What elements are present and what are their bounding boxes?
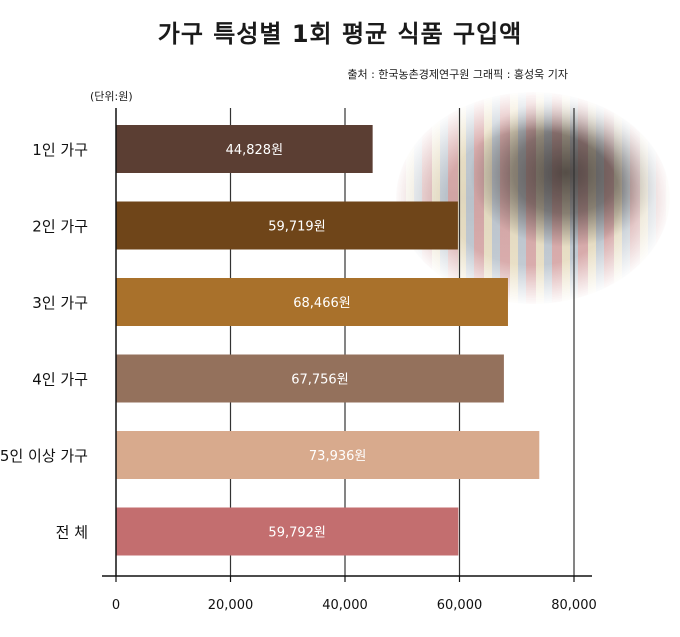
x-tick-label: 20,000 — [208, 598, 254, 613]
bar-value-label: 59,719원 — [268, 220, 325, 235]
shopping-photo — [396, 92, 670, 304]
bar — [116, 507, 459, 556]
bar — [116, 201, 458, 250]
bar-value-label: 44,828원 — [226, 143, 283, 158]
x-tick-label: 80,000 — [551, 598, 597, 613]
bar-value-label: 68,466원 — [293, 296, 350, 311]
bar — [116, 431, 540, 479]
x-tick-label: 0 — [112, 598, 120, 613]
category-label: 4인 가구 — [32, 371, 88, 389]
category-label: 2인 가구 — [32, 218, 88, 236]
bar — [116, 354, 504, 403]
chart-title: 가구 특성별 1회 평균 식품 구입액 — [157, 20, 523, 48]
category-label: 1인 가구 — [32, 141, 88, 159]
chart-source: 출처 : 한국농촌경제연구원 그래픽 : 홍성욱 기자 — [347, 68, 568, 81]
category-label: 전 체 — [56, 524, 88, 542]
bar — [116, 278, 508, 326]
bar-value-label: 67,756원 — [291, 373, 348, 388]
bar — [116, 125, 373, 173]
category-label: 5인 이상 가구 — [0, 447, 88, 465]
bar-value-label: 73,936원 — [309, 449, 366, 464]
x-tick-label: 40,000 — [322, 598, 368, 613]
unit-label: (단위:원) — [90, 90, 133, 103]
category-label: 3인 가구 — [32, 294, 88, 312]
bar-value-label: 59,792원 — [268, 526, 325, 541]
x-tick-label: 60,000 — [437, 598, 483, 613]
